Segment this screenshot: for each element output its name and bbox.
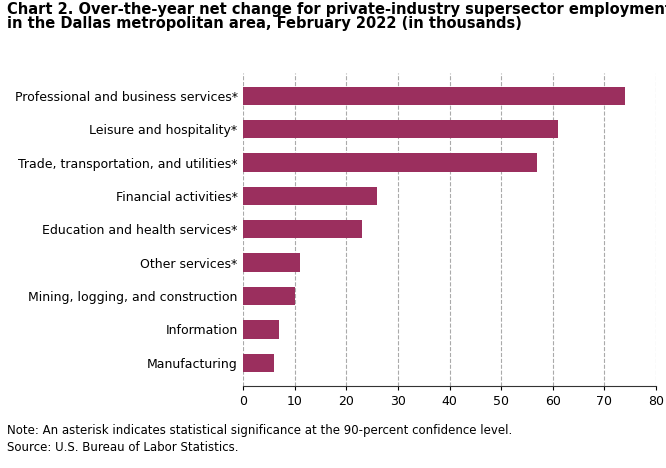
Bar bbox=[243, 220, 362, 239]
Bar bbox=[243, 154, 537, 172]
Bar bbox=[243, 353, 274, 372]
Text: Note: An asterisk indicates statistical significance at the 90-percent confidenc: Note: An asterisk indicates statistical … bbox=[7, 424, 512, 437]
Bar bbox=[243, 87, 625, 105]
Bar bbox=[243, 120, 558, 139]
Text: Source: U.S. Bureau of Labor Statistics.: Source: U.S. Bureau of Labor Statistics. bbox=[7, 441, 238, 454]
Bar bbox=[243, 320, 279, 338]
Bar bbox=[243, 254, 300, 272]
Text: in the Dallas metropolitan area, February 2022 (in thousands): in the Dallas metropolitan area, Februar… bbox=[7, 16, 521, 31]
Bar bbox=[243, 187, 377, 205]
Bar bbox=[243, 287, 294, 305]
Text: Chart 2. Over-the-year net change for private-industry supersector employment: Chart 2. Over-the-year net change for pr… bbox=[7, 2, 666, 17]
